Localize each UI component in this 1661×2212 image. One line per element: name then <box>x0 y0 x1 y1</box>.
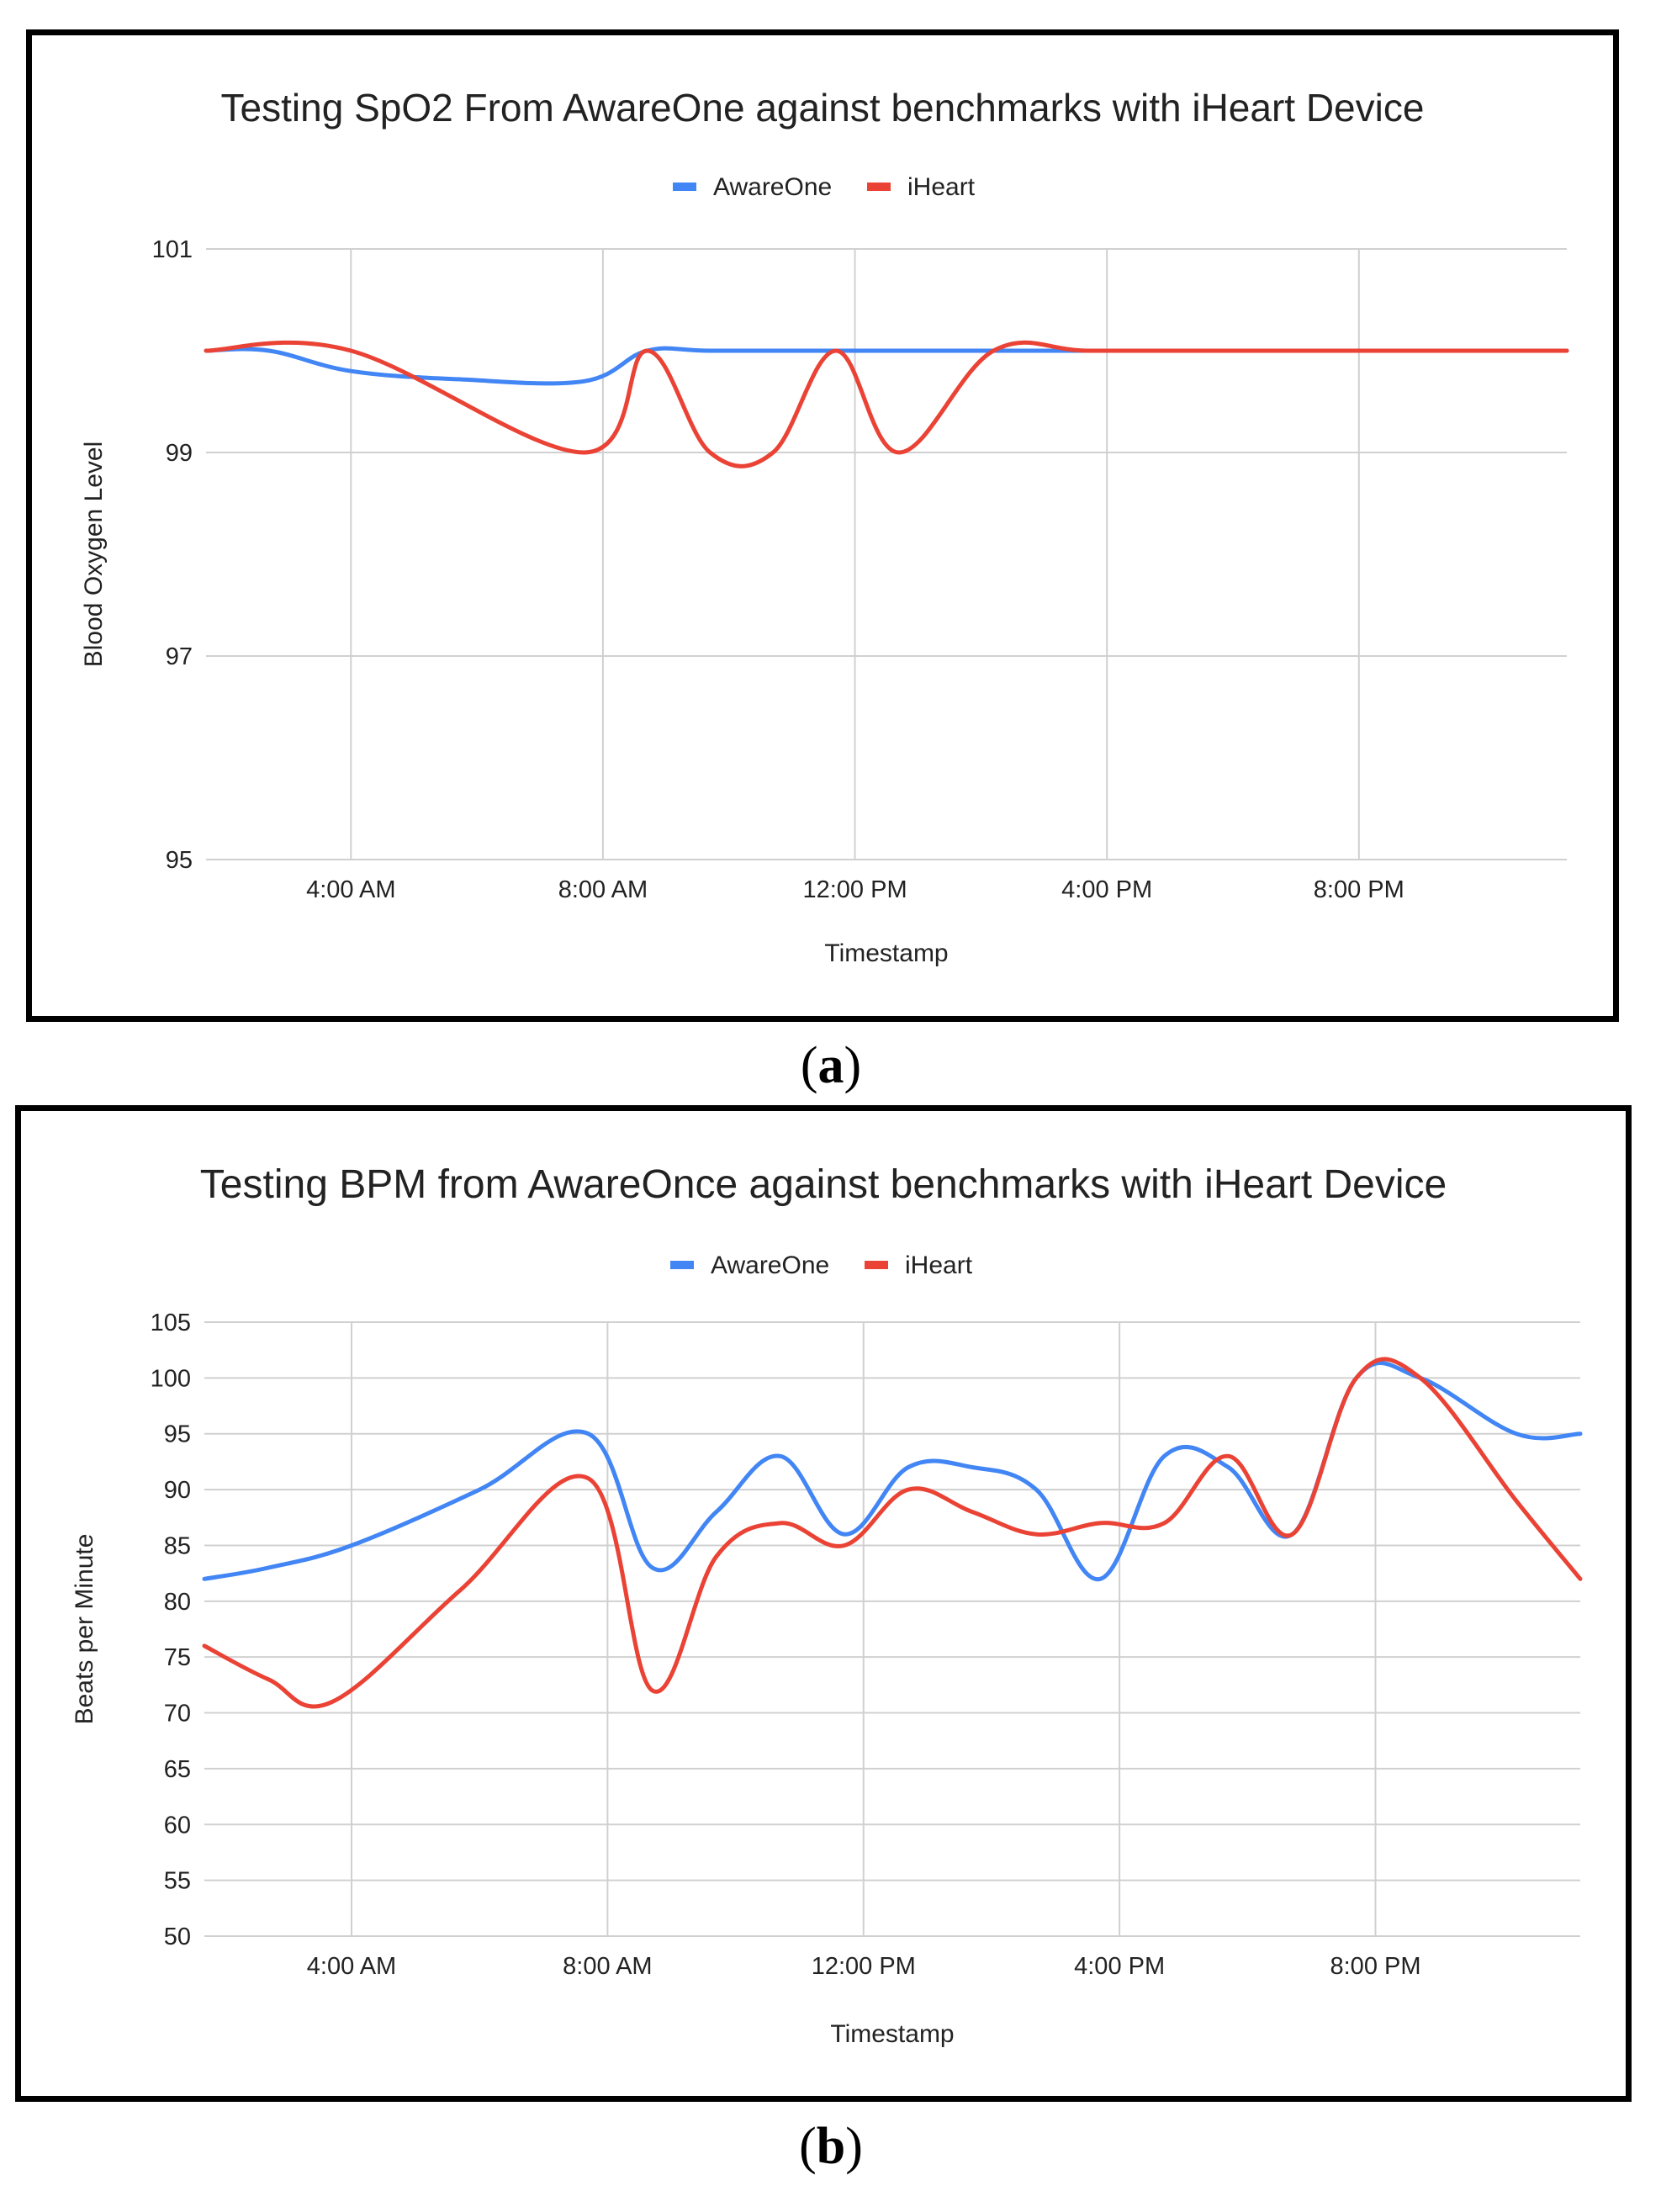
y-axis-title: Beats per Minute <box>71 1534 98 1725</box>
y-tick-label: 80 <box>164 1589 191 1616</box>
series-line-iheart <box>204 340 1569 468</box>
x-tick-label: 4:00 AM <box>307 1953 396 1980</box>
legend-label-iheart: iHeart <box>907 173 976 201</box>
x-tick-label: 4:00 PM <box>1061 876 1152 903</box>
legend-label-awareone: AwareOne <box>713 173 832 201</box>
x-tick-label: 12:00 PM <box>812 1953 916 1980</box>
y-tick-label: 50 <box>164 1924 191 1950</box>
x-tick-label: 4:00 PM <box>1074 1953 1165 1980</box>
x-axis-title: Timestamp <box>830 2020 954 2048</box>
y-tick-label: 85 <box>164 1532 191 1559</box>
caption-label-b: b <box>816 2118 846 2175</box>
y-axis-title: Blood Oxygen Level <box>80 442 108 668</box>
y-tick-label: 105 <box>151 1310 191 1336</box>
y-tick-label: 101 <box>152 236 193 263</box>
series-line-iheart <box>202 1357 1583 1709</box>
legend-label-iheart: iHeart <box>905 1252 973 1279</box>
x-tick-label: 8:00 AM <box>558 876 648 903</box>
chart-panel-bpm: Testing BPM from AwareOnce against bench… <box>15 1105 1632 2102</box>
legend-swatch-awareone <box>673 183 696 191</box>
spo2-chart: Testing SpO2 From AwareOne against bench… <box>80 86 1569 967</box>
legend-label-awareone: AwareOne <box>711 1252 829 1279</box>
bpm-chart: Testing BPM from AwareOnce against bench… <box>71 1162 1583 2048</box>
y-tick-label: 97 <box>166 643 193 670</box>
y-tick-label: 100 <box>151 1365 191 1392</box>
y-tick-label: 90 <box>164 1477 191 1504</box>
figure-caption-b: (b) <box>799 2118 863 2175</box>
x-axis-title: Timestamp <box>824 939 948 967</box>
y-tick-label: 65 <box>164 1756 191 1783</box>
y-tick-label: 99 <box>166 440 193 467</box>
x-tick-label: 4:00 AM <box>306 876 395 903</box>
legend-swatch-iheart <box>865 1261 888 1269</box>
chart-title: Testing SpO2 From AwareOne against bench… <box>221 86 1425 130</box>
x-tick-label: 12:00 PM <box>802 876 907 903</box>
y-tick-label: 60 <box>164 1812 191 1839</box>
legend-swatch-iheart <box>867 183 891 191</box>
x-tick-label: 8:00 AM <box>563 1953 652 1980</box>
caption-label-a: a <box>817 1037 844 1094</box>
y-tick-label: 95 <box>164 1421 191 1448</box>
figure-caption-a: (a) <box>800 1037 862 1094</box>
y-tick-label: 55 <box>164 1868 191 1895</box>
x-tick-label: 8:00 PM <box>1314 876 1404 903</box>
chart-title: Testing BPM from AwareOnce against bench… <box>200 1162 1447 1207</box>
y-tick-label: 75 <box>164 1644 191 1671</box>
series-line-awareone <box>204 346 1569 386</box>
legend-swatch-awareone <box>670 1261 694 1269</box>
y-tick-label: 95 <box>166 847 193 874</box>
chart-panel-spo2: Testing SpO2 From AwareOne against bench… <box>26 29 1619 1022</box>
y-tick-label: 70 <box>164 1701 191 1728</box>
x-tick-label: 8:00 PM <box>1330 1953 1421 1980</box>
series-line-awareone <box>202 1361 1583 1581</box>
